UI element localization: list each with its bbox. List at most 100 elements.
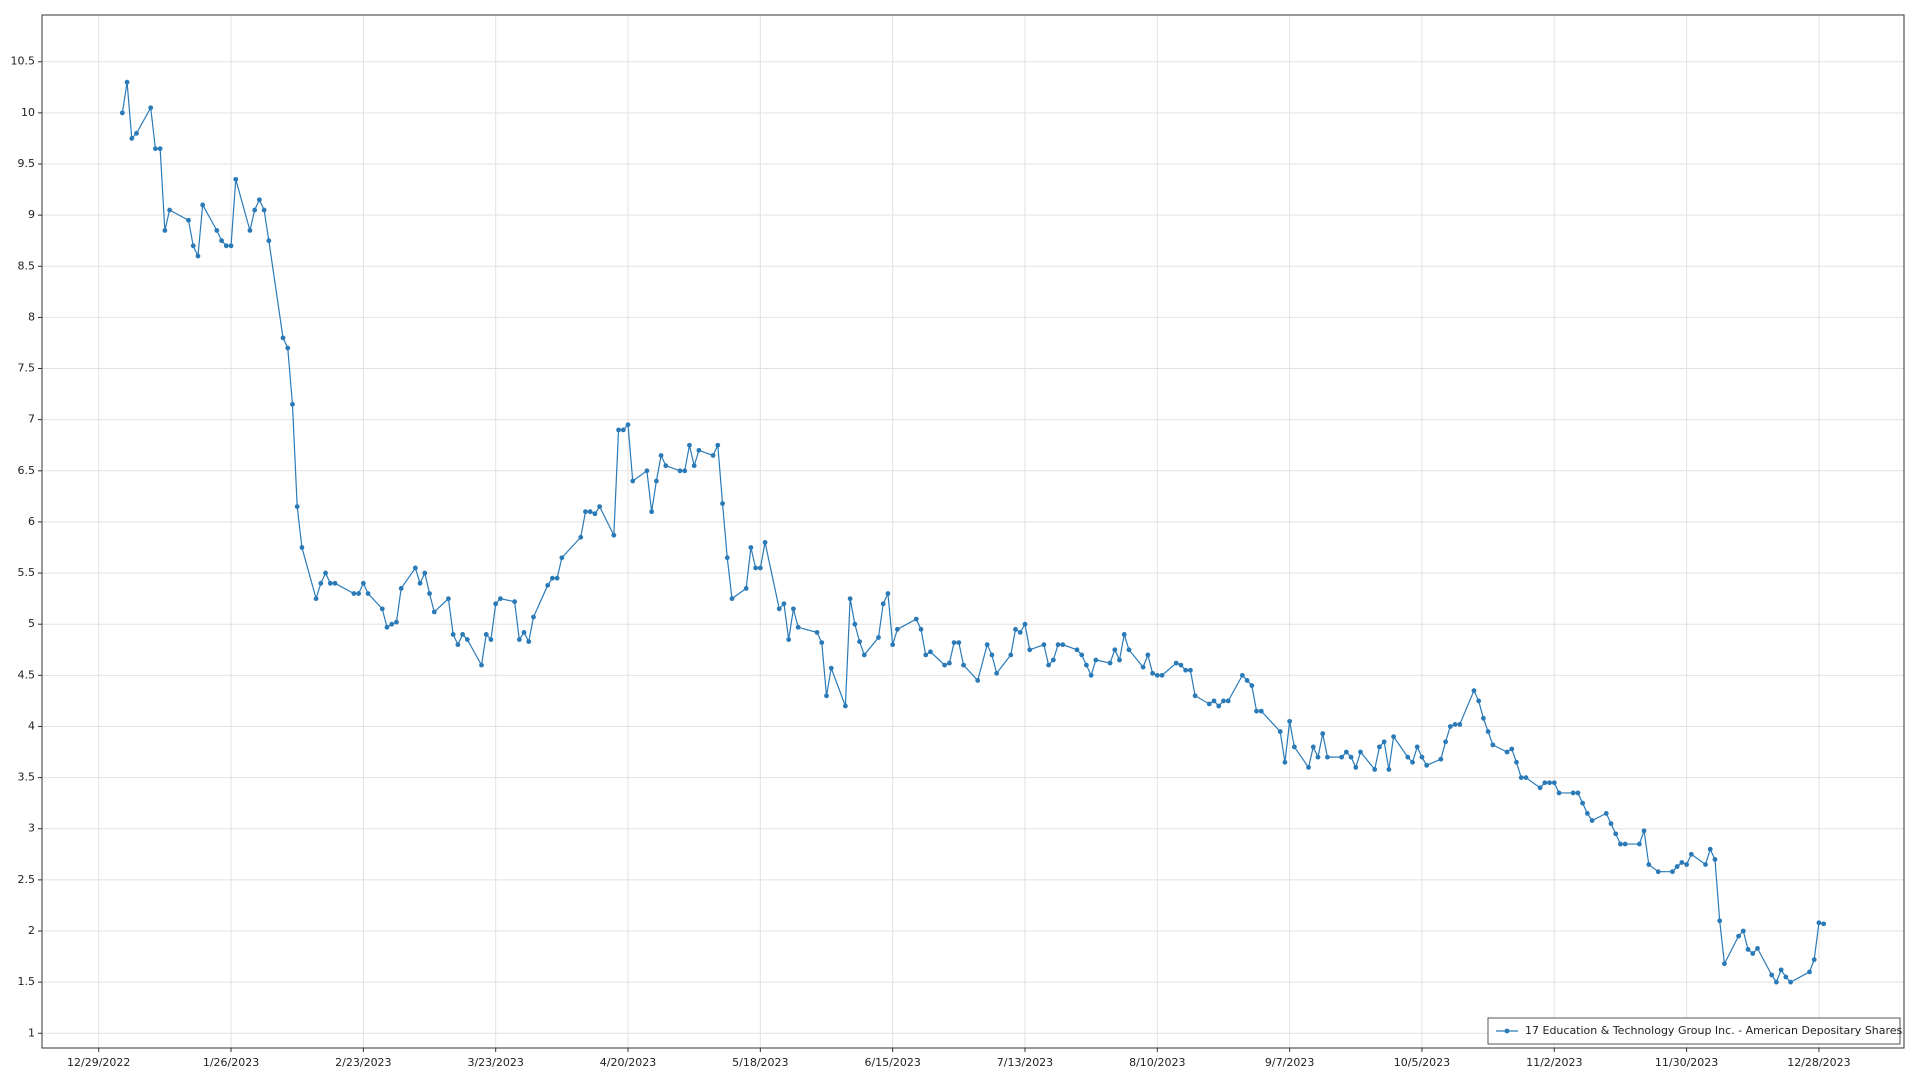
data-point bbox=[460, 632, 466, 637]
data-point bbox=[824, 693, 829, 699]
data-point bbox=[1013, 626, 1018, 632]
x-tick-label: 5/18/2023 bbox=[732, 1056, 788, 1069]
y-tick-label: 4 bbox=[28, 719, 35, 732]
data-point bbox=[1736, 933, 1741, 939]
data-point bbox=[1353, 764, 1359, 770]
data-point bbox=[531, 614, 536, 620]
data-point bbox=[299, 545, 305, 550]
y-tick-label: 8 bbox=[28, 310, 35, 323]
data-point bbox=[1811, 957, 1817, 963]
data-point bbox=[285, 345, 291, 351]
data-point bbox=[1008, 652, 1014, 658]
data-point bbox=[786, 637, 792, 642]
data-point bbox=[1027, 647, 1033, 653]
data-point bbox=[729, 596, 735, 602]
data-point bbox=[1717, 918, 1723, 924]
data-point bbox=[894, 626, 900, 632]
data-point bbox=[280, 335, 286, 341]
data-point bbox=[1291, 744, 1297, 750]
plot-frame bbox=[41, 14, 1905, 1049]
data-point bbox=[1325, 754, 1330, 760]
data-point bbox=[1372, 767, 1378, 772]
data-point bbox=[1504, 749, 1510, 755]
y-tick-label: 10.5 bbox=[11, 55, 36, 68]
data-point bbox=[923, 652, 929, 658]
y-tick-label: 6.5 bbox=[18, 464, 36, 477]
data-point bbox=[1112, 647, 1118, 653]
y-tick-label: 9 bbox=[28, 208, 35, 221]
data-point bbox=[592, 511, 598, 517]
data-point bbox=[1306, 764, 1311, 770]
data-point bbox=[351, 591, 357, 596]
data-point bbox=[1589, 818, 1595, 823]
data-point bbox=[715, 442, 721, 448]
data-point bbox=[1523, 775, 1529, 781]
x-tick-label: 1/26/2023 bbox=[203, 1056, 259, 1069]
x-tick-label: 11/30/2023 bbox=[1655, 1056, 1718, 1069]
data-point bbox=[843, 703, 848, 709]
data-point bbox=[743, 586, 749, 591]
data-point bbox=[1740, 928, 1746, 934]
x-tick-label: 9/7/2023 bbox=[1265, 1056, 1314, 1069]
data-point bbox=[119, 110, 125, 116]
data-point bbox=[549, 575, 555, 581]
data-point bbox=[587, 509, 593, 515]
data-point bbox=[422, 570, 428, 576]
data-point bbox=[753, 565, 759, 571]
data-point bbox=[290, 401, 295, 407]
data-point bbox=[247, 228, 253, 233]
data-point bbox=[483, 632, 489, 637]
data-point bbox=[1707, 846, 1713, 852]
data-point bbox=[1358, 749, 1363, 755]
data-point bbox=[720, 501, 725, 506]
data-point bbox=[162, 228, 168, 233]
data-point bbox=[394, 619, 399, 625]
data-point bbox=[880, 601, 886, 607]
data-point bbox=[1778, 967, 1784, 973]
data-point bbox=[984, 642, 990, 648]
data-point bbox=[1107, 660, 1113, 666]
data-point bbox=[1712, 857, 1718, 862]
data-point bbox=[951, 640, 957, 646]
data-point bbox=[1050, 657, 1056, 663]
data-point bbox=[1405, 754, 1411, 760]
legend-label: 17 Education & Technology Group Inc. - A… bbox=[1525, 1024, 1903, 1037]
data-point bbox=[1315, 754, 1321, 760]
data-point bbox=[644, 468, 650, 474]
data-point bbox=[1674, 864, 1680, 869]
y-tick-label: 3 bbox=[28, 822, 35, 835]
data-point bbox=[360, 580, 366, 586]
data-point bbox=[228, 243, 234, 249]
legend: 17 Education & Technology Group Inc. - A… bbox=[1487, 1017, 1903, 1045]
data-point bbox=[1173, 660, 1179, 666]
data-point bbox=[1788, 979, 1793, 985]
data-point bbox=[1774, 979, 1779, 985]
data-point bbox=[663, 463, 669, 469]
data-point bbox=[554, 575, 560, 581]
data-point bbox=[266, 238, 272, 244]
data-point bbox=[1187, 667, 1193, 673]
data-point bbox=[1343, 749, 1349, 755]
data-point bbox=[1641, 828, 1647, 834]
data-point bbox=[1244, 678, 1250, 683]
data-point bbox=[994, 670, 1000, 676]
data-point bbox=[1221, 698, 1226, 704]
data-point bbox=[724, 555, 730, 561]
data-point bbox=[852, 621, 858, 627]
data-point bbox=[1117, 657, 1122, 663]
data-point bbox=[1348, 754, 1354, 760]
y-tick-label: 2 bbox=[28, 924, 35, 937]
data-point bbox=[1703, 862, 1708, 867]
data-point bbox=[1287, 718, 1293, 724]
data-point bbox=[1821, 921, 1827, 927]
data-point bbox=[384, 624, 390, 630]
data-point bbox=[1410, 759, 1415, 765]
data-point bbox=[1277, 729, 1283, 734]
data-point bbox=[412, 565, 418, 571]
data-point bbox=[791, 606, 796, 612]
data-point bbox=[630, 478, 636, 484]
data-point bbox=[1192, 693, 1198, 699]
data-point bbox=[691, 463, 697, 469]
data-point bbox=[1722, 961, 1727, 967]
data-point bbox=[696, 447, 702, 453]
